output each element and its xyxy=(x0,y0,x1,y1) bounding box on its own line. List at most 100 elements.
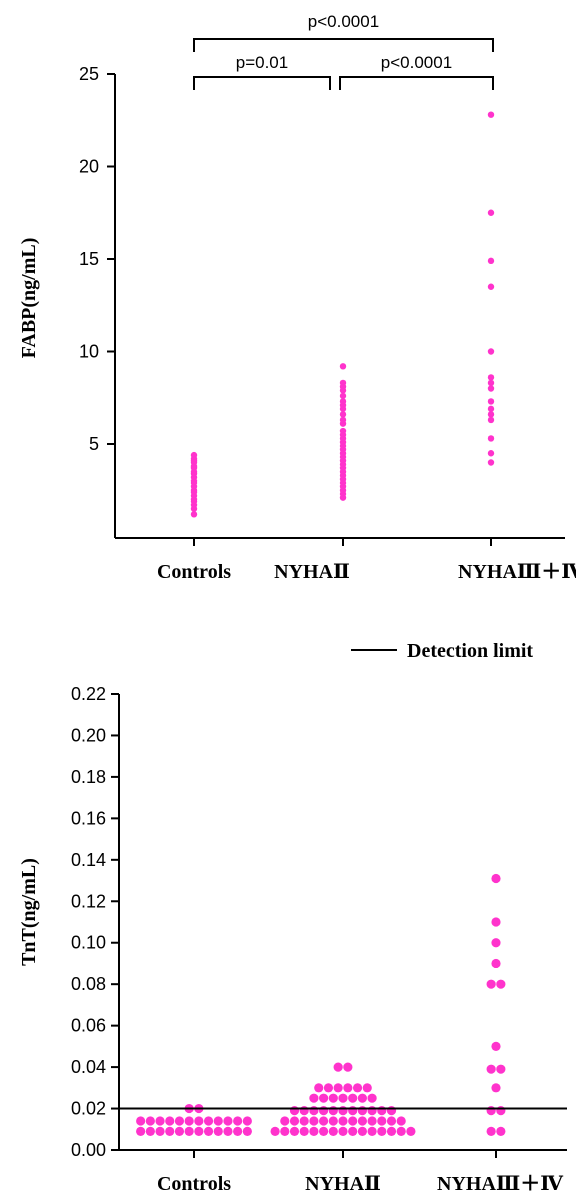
tnt-point-nyha xyxy=(396,1126,406,1136)
tnt-axes xyxy=(118,694,567,1158)
tnt-point-controls xyxy=(155,1116,165,1126)
tnt-point-nyha xyxy=(496,1106,506,1116)
tnt-point-nyha xyxy=(367,1126,377,1136)
fabp-axes xyxy=(114,74,565,546)
tnt-point-nyha xyxy=(377,1106,387,1116)
fabp-point-nyha xyxy=(487,385,495,392)
tnt-point-nyha xyxy=(491,873,501,884)
fabp-point-nyha xyxy=(487,379,495,387)
tnt-point-nyha xyxy=(396,1116,406,1126)
fabp-point-nyha xyxy=(487,416,495,424)
fabp-point-nyha xyxy=(339,427,347,435)
tnt-point-nyha xyxy=(348,1093,358,1103)
tnt-point-nyha xyxy=(328,1126,338,1136)
tnt-point-nyha xyxy=(338,1126,348,1136)
tnt-point-controls xyxy=(213,1116,223,1126)
tnt-point-nyha xyxy=(486,1106,496,1116)
tnt-point-nyha xyxy=(314,1083,324,1093)
tnt-y-tick-label: 0.06 xyxy=(71,1016,106,1036)
fabp-y-ticks: 5 10 15 20 25 xyxy=(79,64,115,454)
tnt-x-label-nyha: NYHAⅢ＋Ⅳ xyxy=(437,1173,563,1195)
tnt-y-tick-label: 0.12 xyxy=(71,891,106,911)
fabp-point-nyha xyxy=(339,416,347,424)
tnt-point-nyha xyxy=(491,917,501,927)
tnt-y-tick-label: 0.00 xyxy=(71,1140,106,1160)
tnt-point-nyha xyxy=(319,1106,329,1116)
tnt-point-nyha xyxy=(328,1106,338,1116)
tnt-point-nyha xyxy=(386,1126,397,1136)
tnt-point-nyha xyxy=(386,1106,397,1116)
tnt-point-controls xyxy=(223,1126,233,1136)
tnt-point-nyha xyxy=(496,1064,506,1074)
fabp-point-nyha xyxy=(487,283,495,290)
fabp-y-tick-label: 25 xyxy=(79,64,99,84)
fabp-y-tick-label: 5 xyxy=(89,434,99,454)
tnt-point-nyha xyxy=(352,1083,363,1093)
tnt-point-nyha xyxy=(338,1093,348,1103)
fabp-point-nyha xyxy=(487,257,495,265)
tnt-point-controls xyxy=(242,1116,252,1126)
tnt-point-nyha xyxy=(333,1083,343,1093)
tnt-x-label-controls: Controls xyxy=(157,1173,231,1195)
tnt-point-nyha xyxy=(357,1093,367,1103)
tnt-point-nyha xyxy=(486,979,496,989)
fabp-point-nyha xyxy=(487,450,495,457)
tnt-point-nyha xyxy=(377,1116,387,1126)
fabp-point-nyha xyxy=(487,374,495,381)
fabp-point-nyha xyxy=(487,405,495,413)
tnt-point-nyha xyxy=(289,1126,300,1136)
fabp-point-controls xyxy=(190,511,198,518)
tnt-point-nyha xyxy=(309,1093,319,1103)
fabp-y-tick-label: 15 xyxy=(79,249,99,269)
fabp-y-tick-label: 10 xyxy=(79,342,99,362)
fabp-x-labels: Controls NYHAⅡ NYHAⅢ＋Ⅳ xyxy=(157,561,576,583)
tnt-point-controls xyxy=(233,1126,243,1136)
tnt-point-controls xyxy=(136,1126,146,1136)
tnt-x-label-nyha: NYHAⅡ xyxy=(305,1173,381,1195)
p-value-label: p<0.0001 xyxy=(381,53,452,72)
fabp-point-nyha xyxy=(339,392,347,400)
tnt-y-tick-label: 0.02 xyxy=(71,1099,106,1119)
tnt-y-tick-label: 0.18 xyxy=(71,767,106,787)
tnt-point-nyha xyxy=(367,1106,377,1116)
tnt-point-nyha xyxy=(323,1083,334,1093)
tnt-point-nyha xyxy=(406,1126,416,1136)
tnt-point-controls xyxy=(165,1116,175,1126)
fabp-x-label-nyha: NYHAⅢ＋Ⅳ xyxy=(458,561,576,583)
tnt-point-nyha xyxy=(367,1116,377,1126)
tnt-point-nyha xyxy=(377,1126,387,1136)
tnt-point-controls xyxy=(174,1116,185,1126)
tnt-point-nyha xyxy=(496,1126,506,1136)
tnt-x-labels: Controls NYHAⅡ NYHAⅢ＋Ⅳ xyxy=(157,1173,563,1195)
tnt-point-nyha xyxy=(299,1116,309,1126)
tnt-point-nyha xyxy=(289,1116,300,1126)
tnt-point-nyha xyxy=(319,1126,329,1136)
tnt-point-nyha xyxy=(309,1126,319,1136)
tnt-point-controls xyxy=(165,1126,175,1136)
tnt-point-controls xyxy=(203,1126,214,1136)
fabp-point-nyha xyxy=(487,435,495,442)
tnt-point-nyha xyxy=(328,1116,338,1126)
tnt-y-tick-label: 0.08 xyxy=(71,974,106,994)
tnt-point-nyha xyxy=(338,1106,348,1116)
tnt-y-axis-label: TnT(ng/mL) xyxy=(18,858,40,966)
legend: Detection limit xyxy=(351,640,533,662)
fabp-x-label-controls: Controls xyxy=(157,561,231,583)
tnt-point-nyha xyxy=(491,938,501,948)
tnt-point-controls xyxy=(233,1116,243,1126)
significance-bracket xyxy=(339,76,494,90)
tnt-point-nyha xyxy=(289,1106,300,1116)
tnt-point-nyha xyxy=(496,979,506,989)
tnt-point-controls xyxy=(184,1116,194,1126)
tnt-point-nyha xyxy=(319,1093,329,1103)
tnt-point-nyha xyxy=(333,1062,343,1072)
legend-label: Detection limit xyxy=(407,640,533,662)
tnt-point-nyha xyxy=(357,1106,367,1116)
tnt-point-nyha xyxy=(328,1093,338,1103)
tnt-y-ticks: 0.00 0.02 0.04 0.06 0.08 0.10 0.12 0.14 0.16 0.18… xyxy=(71,684,119,1160)
fabp-point-nyha xyxy=(339,411,347,418)
tnt-point-controls xyxy=(223,1116,233,1126)
tnt-points xyxy=(136,873,506,1136)
tnt-point-nyha xyxy=(357,1116,367,1126)
